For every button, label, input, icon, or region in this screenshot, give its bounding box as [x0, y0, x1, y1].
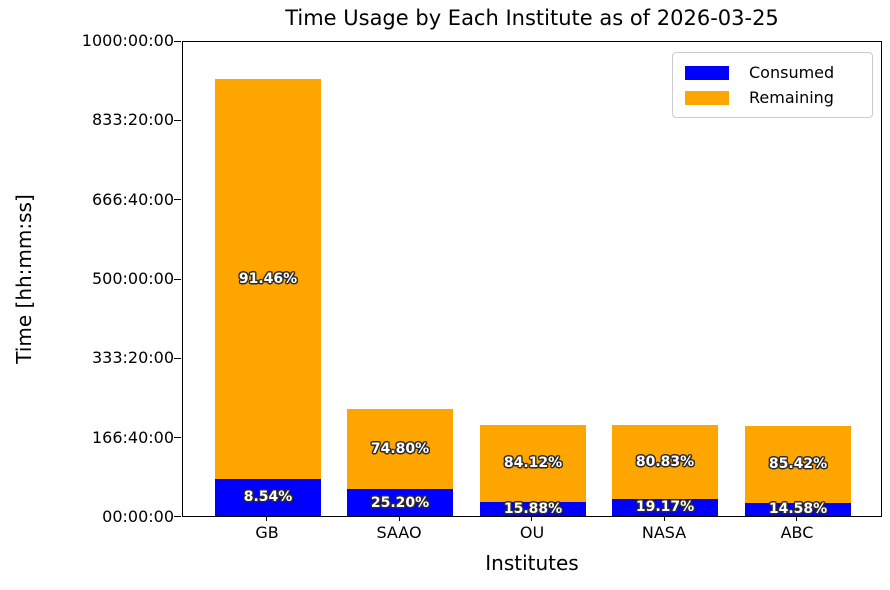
- percent-label: 25.20%: [370, 494, 430, 511]
- y-tick-mark: [174, 199, 181, 201]
- legend-label-consumed: Consumed: [749, 63, 835, 82]
- legend-swatch-consumed: [685, 65, 729, 80]
- bar-group-saao: 74.80% 25.20%: [347, 409, 453, 516]
- segment-consumed: 19.17%: [612, 498, 718, 516]
- percent-label: 14.58%: [768, 501, 828, 518]
- y-tick-label: 333:20:00: [91, 348, 174, 367]
- percent-label: 85.42%: [768, 456, 828, 473]
- bar-group-abc: 85.42% 14.58%: [745, 425, 851, 518]
- x-tick-label-gb: GB: [255, 523, 279, 542]
- percent-label: 74.80%: [370, 441, 430, 458]
- segment-remaining: 91.46%: [215, 78, 321, 479]
- segment-remaining: 84.12%: [480, 425, 586, 502]
- percent-label: 19.17%: [635, 499, 695, 516]
- y-tick-label: 1000:00:00: [81, 31, 174, 50]
- legend-label-remaining: Remaining: [749, 88, 834, 107]
- x-tick-label-saao: SAAO: [376, 523, 422, 542]
- percent-label: 91.46%: [238, 270, 298, 287]
- segment-consumed: 8.54%: [215, 478, 321, 516]
- segment-remaining: 74.80%: [347, 409, 453, 490]
- y-tick-mark: [174, 358, 181, 360]
- x-tick-mark: [266, 516, 268, 521]
- y-tick-label: 833:20:00: [91, 110, 174, 129]
- plot-area: 91.46% 8.54% 74.80% 25.20% 84.12% 15.88%…: [182, 41, 882, 517]
- x-tick-label-abc: ABC: [780, 523, 814, 542]
- y-tick-mark: [174, 516, 181, 518]
- y-tick-label: 666:40:00: [91, 190, 174, 209]
- legend-swatch-remaining: [685, 90, 729, 105]
- y-tick-mark: [174, 120, 181, 122]
- segment-consumed: 25.20%: [347, 489, 453, 516]
- x-tick-mark: [531, 516, 533, 521]
- y-tick-label: 00:00:00: [102, 507, 174, 526]
- bar-group-gb: 91.46% 8.54%: [215, 78, 321, 516]
- x-tick-mark: [664, 516, 666, 521]
- legend-row-consumed: Consumed: [685, 63, 860, 82]
- y-tick-label: 166:40:00: [91, 428, 174, 447]
- x-tick-label-ou: OU: [519, 523, 545, 542]
- x-axis-label: Institutes: [485, 551, 579, 575]
- percent-label: 80.83%: [635, 453, 695, 470]
- x-tick-label-nasa: NASA: [641, 523, 687, 542]
- y-tick-label: 500:00:00: [91, 269, 174, 288]
- chart-title: Time Usage by Each Institute as of 2026-…: [285, 6, 779, 30]
- segment-consumed: 15.88%: [480, 500, 586, 517]
- x-tick-mark: [399, 516, 401, 521]
- y-tick-mark: [174, 279, 181, 281]
- segment-remaining: 85.42%: [745, 425, 851, 503]
- bar-group-nasa: 80.83% 19.17%: [612, 424, 718, 516]
- y-tick-mark: [174, 41, 181, 43]
- y-tick-mark: [174, 437, 181, 439]
- x-tick-mark: [796, 516, 798, 521]
- legend-row-remaining: Remaining: [685, 88, 860, 107]
- bar-group-ou: 84.12% 15.88%: [480, 425, 586, 516]
- legend: Consumed Remaining: [672, 52, 873, 118]
- percent-label: 15.88%: [503, 500, 563, 517]
- percent-label: 84.12%: [503, 455, 563, 472]
- segment-consumed: 14.58%: [745, 501, 851, 518]
- segment-remaining: 80.83%: [612, 424, 718, 499]
- percent-label: 8.54%: [243, 489, 293, 506]
